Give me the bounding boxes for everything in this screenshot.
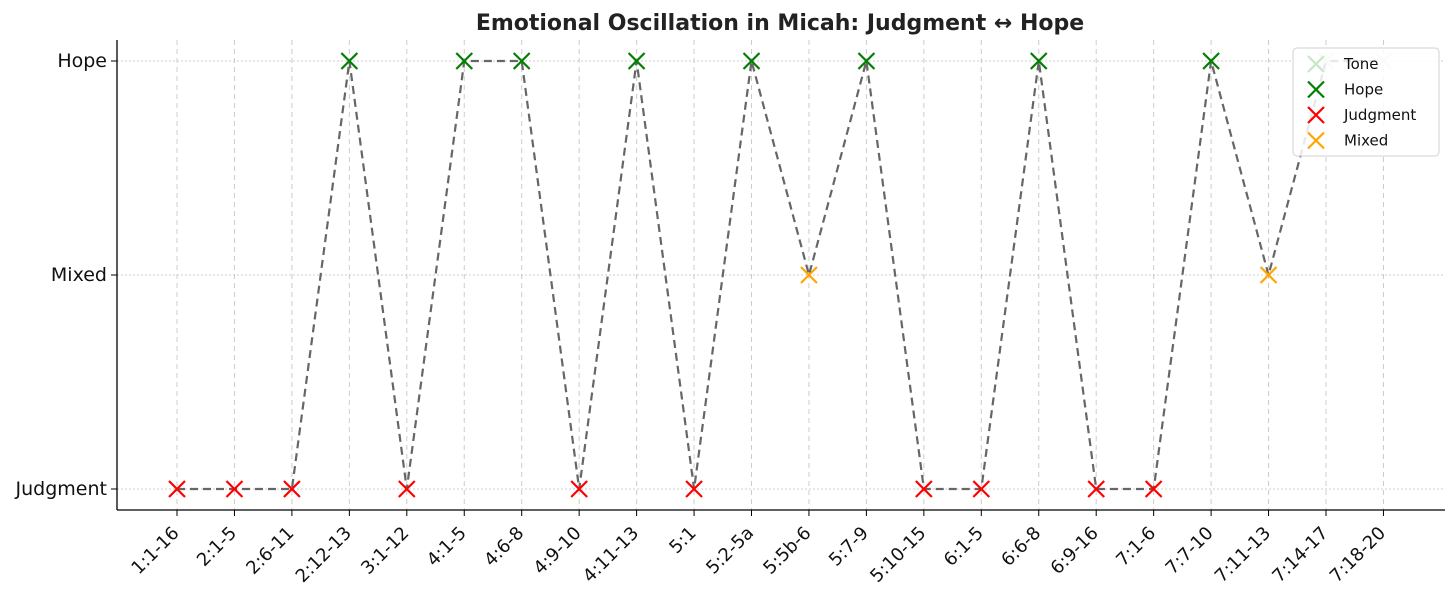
tone-marker-4-11-13-hope: [627, 52, 646, 70]
x-tick-label-2-1-5: 2:1-5: [193, 523, 241, 571]
tone-marker-4-1-5-hope: [455, 52, 474, 70]
legend-box: [1292, 47, 1440, 157]
legend-label-tone: Tone: [1343, 55, 1379, 73]
legend-label-hope: Hope: [1344, 81, 1383, 99]
x-tick-label-2-6-11: 2:6-11: [242, 523, 298, 579]
tone-marker-7-7-10-hope: [1202, 52, 1220, 70]
y-tick-label-judgment: Judgment: [15, 478, 107, 500]
x-tick-label-5-7-9: 5:7-9: [825, 523, 873, 571]
tone-marker-6-9-16-judgment: [1087, 480, 1105, 498]
x-tick-label-5-1: 5:1: [665, 523, 700, 558]
tone-marker-1-1-16-judgment: [168, 480, 186, 498]
axes: [111, 40, 1445, 516]
legend-label-judgment: Judgment: [1343, 106, 1416, 124]
y-tick-label-hope: Hope: [57, 50, 107, 72]
tone-marker-5-7-9-hope: [857, 52, 876, 70]
x-tick-label-6-1-5: 6:1-5: [940, 523, 988, 571]
chart-title: Emotional Oscillation in Micah: Judgment…: [476, 11, 1084, 36]
y-tick-label-mixed: Mixed: [51, 264, 107, 286]
tone-marker-7-1-6-judgment: [1144, 480, 1163, 498]
x-tick-label-7-1-6: 7:1-6: [1112, 523, 1160, 571]
x-tick-label-7-18-20: 7:18-20: [1326, 523, 1390, 587]
tone-marker-5-2-5a-hope: [742, 52, 761, 70]
tone-marker-6-1-5-judgment: [972, 480, 991, 498]
tone-marker-5-1-judgment: [685, 480, 703, 498]
x-tick-label-5-5b-6: 5:5b-6: [759, 523, 815, 579]
x-tick-label-5-2-5a: 5:2-5a: [702, 523, 758, 579]
x-tick-label-1-1-16: 1:1-16: [127, 523, 183, 579]
legend-marker-mixed: [1307, 131, 1325, 150]
tone-marker-7-11-13-mixed: [1259, 266, 1278, 284]
tone-marker-5-10-15-judgment: [915, 480, 933, 498]
tone-marker-2-6-11-judgment: [283, 480, 301, 498]
x-tick-label-2-12-13: 2:12-13: [292, 523, 356, 587]
x-tick-labels: 1:1-16 2:1-5 2:6-112:12-13 3:1-12 4:1-5 4:6-8…: [127, 523, 1390, 587]
tone-marker-3-1-12-judgment: [398, 480, 416, 498]
legend-label-mixed: Mixed: [1344, 132, 1388, 150]
legend: Tone Hope Judgment Mixed: [1292, 47, 1440, 157]
tone-marker-6-6-8-hope: [1029, 52, 1048, 70]
x-tick-label-4-11-13: 4:11-13: [579, 523, 643, 587]
x-tick-label-4-1-5: 4:1-5: [423, 523, 471, 571]
legend-marker-tone: [1307, 55, 1325, 73]
tone-line-series: [177, 59, 1384, 491]
tone-marker-4-6-8-hope: [512, 52, 531, 70]
x-tick-label-7-7-10: 7:7-10: [1162, 523, 1218, 579]
grid-lines: [117, 40, 1445, 510]
tone-marker-4-9-10-judgment: [570, 480, 588, 498]
x-tick-label-6-6-8: 6:6-8: [997, 523, 1045, 571]
x-tick-label-7-11-13: 7:11-13: [1211, 523, 1275, 587]
tone-marker-2-1-5-judgment: [225, 480, 244, 498]
x-tick-label-7-14-17: 7:14-17: [1268, 523, 1332, 587]
x-tick-label-3-1-12: 3:1-12: [357, 523, 413, 579]
tone-marker-5-5b-6-mixed: [800, 266, 818, 284]
legend-marker-judgment: [1307, 106, 1325, 124]
tone-line: [177, 59, 1384, 491]
tone-marker-2-12-13-hope: [340, 52, 359, 70]
x-tick-label-4-6-8: 4:6-8: [480, 523, 528, 571]
legend-marker-hope: [1307, 80, 1325, 99]
x-tick-label-5-10-15: 5:10-15: [866, 523, 930, 587]
tone-markers: [168, 52, 1393, 498]
y-tick-labels: Judgment Mixed Hope: [15, 50, 107, 500]
x-tick-label-4-9-10: 4:9-10: [530, 523, 586, 579]
x-tick-label-6-9-16: 6:9-16: [1047, 523, 1103, 579]
